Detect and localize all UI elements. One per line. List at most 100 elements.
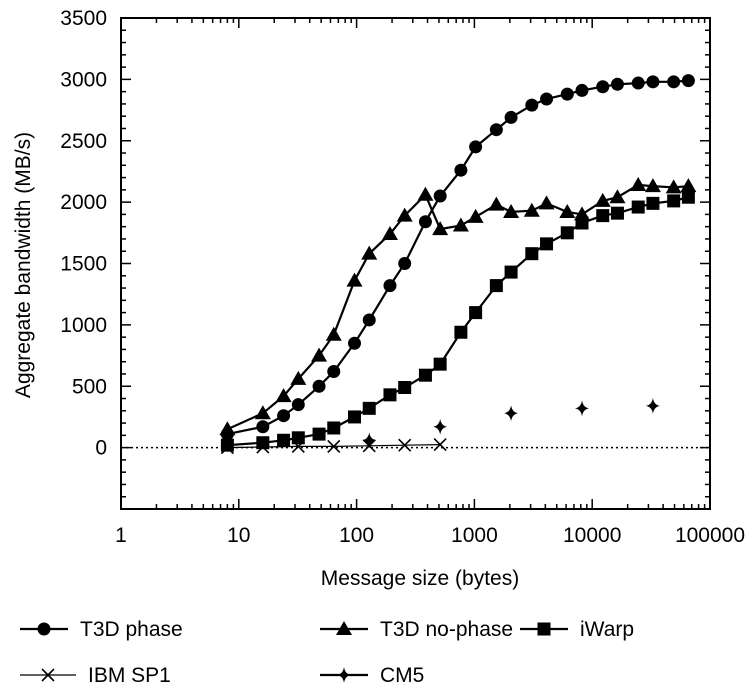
data-point-t3d-phase xyxy=(398,257,412,270)
x-tick-label: 10000 xyxy=(563,524,621,547)
data-point-t3d-no-phase xyxy=(219,421,236,436)
data-point-t3d-no-phase xyxy=(396,207,413,222)
y-tick-label: 1500 xyxy=(60,253,107,276)
data-point-t3d-no-phase xyxy=(325,326,342,341)
data-point-t3d-no-phase xyxy=(254,405,271,420)
legend-marker-t3d-no-phase xyxy=(336,621,352,635)
data-point-t3d-no-phase xyxy=(290,370,307,385)
x-tick-label: 100000 xyxy=(675,524,745,547)
series-cm5 xyxy=(362,397,660,449)
data-point-ibm-sp1 xyxy=(327,439,341,453)
legend-label: IBM SP1 xyxy=(88,664,171,687)
series-t3d-no-phase xyxy=(219,176,697,436)
series-ibm-sp1 xyxy=(220,437,447,455)
data-point-iwarp xyxy=(469,306,483,320)
data-point-t3d-phase xyxy=(631,76,645,90)
data-point-t3d-phase xyxy=(681,74,695,88)
legend-label: CM5 xyxy=(380,664,424,687)
data-point-iwarp xyxy=(646,196,660,210)
data-point-t3d-phase xyxy=(575,83,589,97)
data-point-iwarp xyxy=(418,368,432,382)
data-point-t3d-phase xyxy=(504,110,518,124)
data-point-iwarp xyxy=(433,357,447,371)
data-point-t3d-phase xyxy=(560,87,574,101)
data-point-t3d-no-phase xyxy=(361,245,378,260)
data-point-t3d-phase xyxy=(277,409,291,423)
data-point-iwarp xyxy=(398,380,412,394)
data-point-iwarp xyxy=(454,325,468,339)
data-point-iwarp xyxy=(362,401,376,415)
data-point-cm5 xyxy=(362,432,377,449)
data-point-iwarp xyxy=(277,433,291,447)
data-point-iwarp xyxy=(383,388,397,402)
data-point-t3d-phase xyxy=(348,336,362,350)
series-line-t3d-no-phase xyxy=(226,183,689,431)
data-point-iwarp xyxy=(312,427,326,441)
x-tick-label: 1 xyxy=(115,524,127,547)
data-point-cm5 xyxy=(574,400,589,417)
legend-marker-iwarp xyxy=(537,622,551,636)
x-tick-label: 10 xyxy=(227,524,250,547)
data-point-t3d-no-phase xyxy=(559,203,576,218)
data-point-t3d-phase xyxy=(525,98,539,112)
data-point-iwarp xyxy=(575,216,589,230)
data-point-iwarp xyxy=(681,190,695,204)
data-point-t3d-no-phase xyxy=(644,178,661,193)
legend-item-ibm-sp1: IBM SP1 xyxy=(20,664,171,687)
data-point-t3d-no-phase xyxy=(417,186,434,201)
data-point-ibm-sp1 xyxy=(398,438,412,452)
series-t3d-phase xyxy=(220,74,695,441)
data-point-t3d-no-phase xyxy=(523,202,540,217)
legend-label: T3D no-phase xyxy=(380,618,513,641)
data-point-t3d-no-phase xyxy=(381,226,398,241)
data-point-t3d-no-phase xyxy=(680,178,697,193)
data-point-t3d-phase xyxy=(433,189,447,203)
data-point-ibm-sp1 xyxy=(433,437,447,452)
data-point-t3d-phase xyxy=(327,365,341,379)
data-point-t3d-phase xyxy=(610,77,624,91)
data-point-ibm-sp1 xyxy=(291,439,305,453)
y-tick-label: 0 xyxy=(95,437,107,460)
data-point-t3d-phase xyxy=(362,313,376,327)
y-tick-label: 500 xyxy=(72,375,107,398)
legend-item-iwarp: iWarp xyxy=(520,618,634,641)
data-point-t3d-phase xyxy=(383,279,397,293)
data-point-cm5 xyxy=(645,397,660,414)
data-point-t3d-phase xyxy=(454,163,468,177)
legend-label: iWarp xyxy=(580,618,634,641)
data-point-t3d-no-phase xyxy=(467,208,484,223)
data-point-t3d-no-phase xyxy=(538,195,555,210)
data-point-iwarp xyxy=(540,237,554,251)
data-point-iwarp xyxy=(256,436,270,450)
data-point-iwarp xyxy=(291,431,305,445)
y-tick-label: 1000 xyxy=(60,314,107,337)
data-point-t3d-phase xyxy=(667,75,681,89)
y-tick-label: 3000 xyxy=(60,68,107,91)
data-point-t3d-phase xyxy=(540,92,554,106)
data-point-iwarp xyxy=(220,438,234,452)
data-point-iwarp xyxy=(560,226,574,240)
y-tick-label: 2000 xyxy=(60,191,107,214)
data-point-t3d-no-phase xyxy=(452,217,469,232)
data-point-t3d-phase xyxy=(646,75,660,89)
plot-frame xyxy=(120,17,711,510)
plot-area: 0 500 1000 1500 2000 2500 3000 3500 1 10 100 1000 10… xyxy=(60,7,745,547)
legend-item-t3d-phase: T3D phase xyxy=(20,618,183,641)
data-point-t3d-no-phase xyxy=(609,189,626,204)
data-point-iwarp xyxy=(610,206,624,220)
data-point-t3d-no-phase xyxy=(346,272,363,287)
y-tick-label: 3500 xyxy=(60,7,107,30)
data-point-ibm-sp1 xyxy=(256,440,270,454)
data-point-t3d-no-phase xyxy=(665,179,682,194)
data-point-t3d-no-phase xyxy=(311,347,328,362)
x-axis-title: Message size (bytes) xyxy=(321,567,519,590)
legend-marker-ibm-sp1 xyxy=(41,668,55,682)
data-point-t3d-phase xyxy=(418,215,432,229)
data-point-t3d-phase xyxy=(256,420,270,434)
data-point-iwarp xyxy=(504,265,518,279)
legend: T3D phase T3D no-phase iWarp IBM SP1 CM5 xyxy=(20,618,634,687)
x-tick-label: 1000 xyxy=(451,524,498,547)
data-point-t3d-no-phase xyxy=(432,221,449,236)
data-point-iwarp xyxy=(631,200,645,214)
